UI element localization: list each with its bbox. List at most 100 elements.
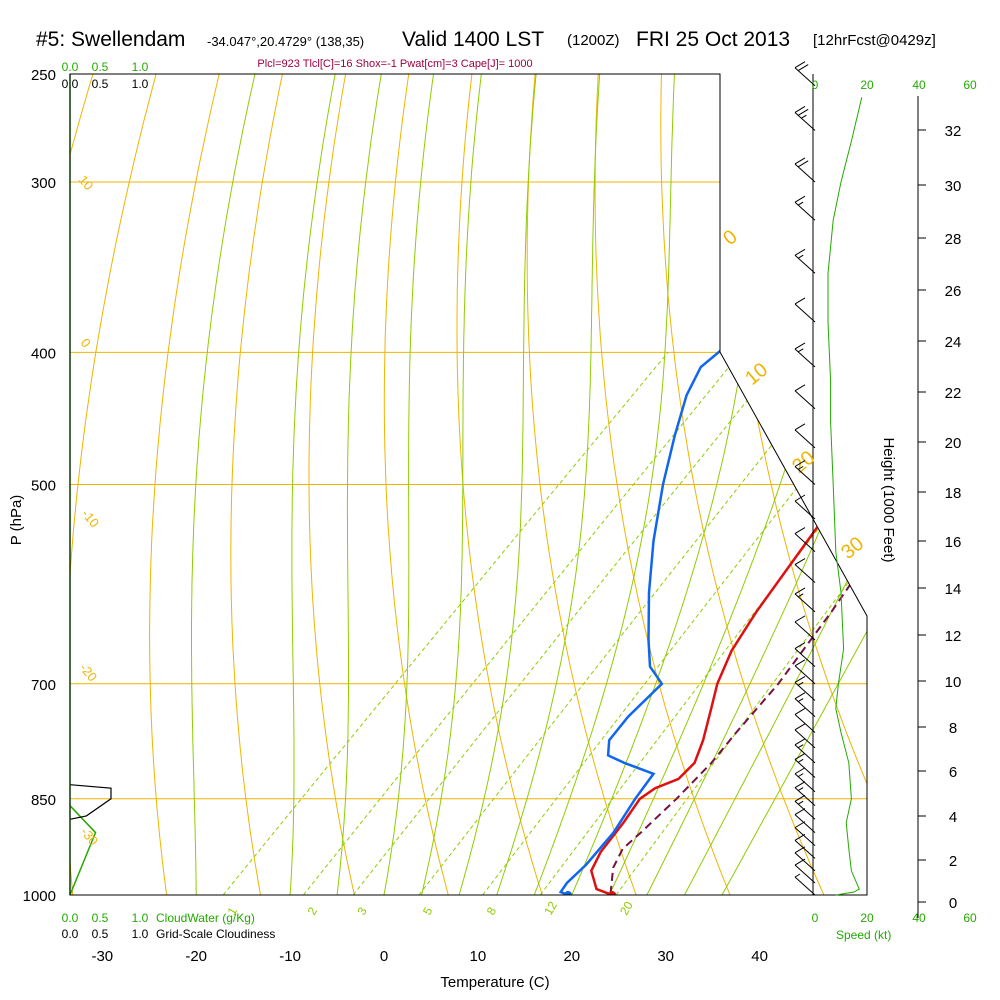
dry-adiabat: [70, 74, 164, 895]
wind-barb-staff: [794, 621, 816, 641]
speed-tick-top: 20: [860, 78, 874, 92]
height-tick-label: 4: [949, 809, 957, 826]
mixing-ratio-line: [303, 351, 742, 895]
moist-adiabat: [533, 74, 675, 895]
height-tick-label: 0: [949, 895, 957, 912]
wind-barb-staff: [794, 390, 816, 410]
wind-barb-flag: [794, 494, 806, 502]
surface-dewpoint-point: [564, 891, 573, 895]
speed-tick-bottom: 0: [812, 911, 819, 925]
speed-tick-bottom: 40: [912, 911, 926, 925]
temperature-tick-label: -20: [185, 948, 207, 965]
wind-barb-half-flag: [797, 465, 804, 470]
wind-barb-flag: [794, 384, 806, 392]
cloudiness-tick-bottom: 1.0: [132, 927, 149, 941]
height-tick-label: 6: [949, 764, 957, 781]
cloud-water-tick-bottom: 0.0: [62, 911, 79, 925]
pressure-tick-label: 250: [31, 67, 56, 84]
wind-barb-half-flag: [794, 873, 801, 878]
mixing-ratio-line: [615, 351, 867, 895]
cloud-water-axis-label: CloudWater (g/Kg): [156, 911, 255, 925]
dry-adiabat: [660, 74, 838, 895]
wind-barb-staff: [794, 876, 816, 896]
cloud-water-tick-top: 0.0: [62, 60, 79, 74]
cloudiness-tick-top: 0.0: [62, 77, 79, 91]
temperature-tick-label: 10: [470, 948, 487, 965]
mixing-ratio-line: [482, 351, 867, 895]
wind-barb-half-flag: [797, 787, 804, 791]
wind-barb-staff: [794, 564, 816, 583]
dry-adiabat: [594, 74, 743, 895]
wind-barb-half-flag: [797, 593, 804, 598]
wind-barb-flag: [794, 781, 806, 789]
speed-axis-label: Speed (kt): [836, 928, 891, 942]
pressure-tick-label: 850: [31, 792, 56, 809]
height-tick-label: 18: [945, 485, 962, 502]
wind-barb-staff: [794, 201, 816, 221]
wind-barb-staff: [794, 67, 816, 87]
zulu-time: (1200Z): [567, 32, 620, 49]
temperature-tick-label: 20: [563, 948, 580, 965]
wind-barb-staff: [794, 814, 816, 833]
wind-barb-flag: [794, 587, 806, 595]
pressure-tick-label: 300: [31, 175, 56, 192]
wind-barb-staff: [794, 864, 816, 884]
temperature-tick-label: 30: [657, 948, 674, 965]
wind-barb-flag: [794, 858, 806, 866]
temperature-tick-label: 0: [380, 948, 388, 965]
sounding-profiles: [558, 84, 867, 895]
temperature-tick-label: -10: [279, 948, 301, 965]
moist-adiabat: [721, 74, 867, 895]
dewpoint-line: [558, 118, 867, 895]
wind-panel: [794, 61, 863, 896]
mixing-ratio-line: [539, 351, 867, 895]
wind-barb-flag: [794, 106, 806, 113]
moist-adiabat: [421, 74, 482, 895]
dry-adiabat: [383, 74, 457, 895]
wind-barb-flag: [794, 708, 806, 715]
moist-adiabat: [383, 74, 434, 895]
mixing-ratio-line: [352, 351, 787, 895]
height-tick-label: 2: [949, 853, 957, 870]
temperature-tick-label: -30: [91, 948, 113, 965]
wind-barb-flag: [794, 558, 806, 565]
wind-barb-staff: [794, 773, 816, 793]
height-tick-label: 30: [945, 178, 962, 195]
wind-barb-flag: [794, 846, 806, 854]
height-tick-label: 32: [945, 123, 962, 140]
cloudiness-line: [69, 784, 112, 820]
wind-barb-flag: [794, 833, 806, 841]
valid-time: Valid 1400 LST: [402, 28, 545, 51]
moist-adiabat: [496, 74, 601, 895]
dry-adiabat: [848, 74, 867, 895]
wind-barb-flag: [794, 723, 806, 731]
mixing-ratio-line: [418, 351, 846, 895]
wind-barb-half-flag: [797, 254, 804, 259]
mixing-ratio-label: 8: [484, 904, 500, 917]
wind-barb-staff: [794, 648, 816, 667]
theta-label: 20: [788, 447, 819, 478]
wind-barb-flag: [794, 460, 806, 467]
wind-barb-half-flag: [797, 201, 804, 206]
wind-barb-half-flag: [797, 800, 804, 805]
wind-barb-flag: [794, 527, 806, 535]
wind-barb-flag: [794, 157, 806, 165]
wind-barb-flag: [794, 676, 806, 683]
parcel-line: [609, 185, 867, 894]
wind-barb-staff: [794, 839, 816, 859]
wind-barb-staff: [794, 593, 816, 613]
mixing-ratio-label: 12: [541, 899, 560, 918]
mixing-ratio-label: 2: [305, 904, 321, 917]
surface-temperature-point: [608, 891, 617, 895]
cloud-water-tick-bottom: 1.0: [132, 911, 149, 925]
speed-tick-bottom: 60: [963, 911, 977, 925]
wind-barb-half-flag: [797, 758, 804, 763]
wind-barb-half-flag: [801, 114, 807, 119]
cloud-water-line: [69, 805, 97, 896]
wind-barb-staff: [794, 429, 816, 449]
cloud-water-tick-bottom: 0.5: [92, 911, 109, 925]
height-tick-label: 26: [945, 283, 962, 300]
wind-barb-flag: [794, 342, 806, 350]
wind-barb-flag: [794, 61, 806, 69]
